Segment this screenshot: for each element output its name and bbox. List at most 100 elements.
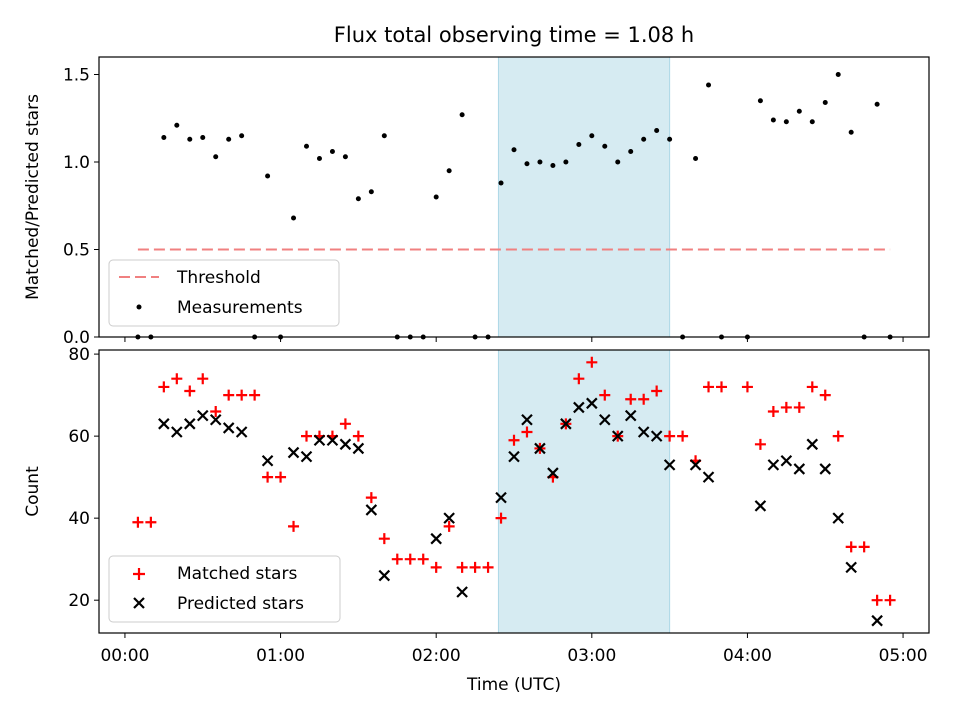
top-y-tick-label: 0.5 xyxy=(63,241,90,261)
predicted-star-point xyxy=(845,561,857,574)
measurement-point xyxy=(174,122,180,128)
x-tick-label: 04:00 xyxy=(723,646,772,666)
predicted-star-point xyxy=(650,430,663,442)
measurement-point xyxy=(213,154,219,160)
bottom-y-tick-label: 20 xyxy=(68,591,90,611)
predicted-star-point xyxy=(261,454,274,467)
matched-star-point xyxy=(716,381,727,393)
measurement-point xyxy=(693,156,699,161)
matched-star-point xyxy=(586,356,598,368)
top-y-tick-label: 0.0 xyxy=(63,328,90,348)
measurement-point xyxy=(615,159,621,165)
measurement-point xyxy=(433,194,439,200)
predicted-star-point xyxy=(754,500,767,512)
measurement-point xyxy=(304,143,309,149)
bottom-y-tick-label: 40 xyxy=(68,509,90,529)
chart-title: Flux total observing time = 1.08 h xyxy=(334,23,694,47)
x-tick-label: 05:00 xyxy=(879,646,928,666)
measurement-point xyxy=(641,136,647,142)
matched-star-point xyxy=(573,373,585,385)
matched-star-point xyxy=(456,561,468,573)
predicted-star-point xyxy=(767,459,780,471)
predicted-star-point xyxy=(806,438,819,451)
measurement-point xyxy=(291,215,297,221)
matched-star-point xyxy=(832,430,844,442)
measurement-point xyxy=(602,143,608,149)
matched-star-point xyxy=(845,541,857,553)
predicted-star-point xyxy=(702,471,715,483)
matched-star-point xyxy=(780,401,792,413)
predicted-star-point xyxy=(611,430,624,442)
matched-star-point xyxy=(391,553,403,565)
matched-star-point xyxy=(430,561,442,573)
predicted-star-point xyxy=(222,422,235,434)
top-axes-frame xyxy=(98,56,930,338)
matched-stars-legend-label: Matched stars xyxy=(177,564,297,584)
matched-star-point xyxy=(404,553,416,565)
measurement-point xyxy=(459,112,465,118)
matched-star-point xyxy=(703,381,715,393)
matched-star-point xyxy=(378,533,390,545)
measurement-point xyxy=(226,136,232,142)
matched-star-point xyxy=(806,381,818,393)
top-y-tick-label: 1.5 xyxy=(63,66,90,86)
predicted-star-point xyxy=(689,459,702,471)
measurement-point xyxy=(809,119,815,125)
measurement-point xyxy=(329,149,335,154)
top-y-axis-label: Matched/Predicted stars xyxy=(23,94,43,300)
measurement-point xyxy=(200,135,206,140)
measurement-point xyxy=(770,117,776,123)
predicted-star-point xyxy=(521,413,533,426)
predicted-star-point xyxy=(287,446,300,459)
predicted-stars-legend-label: Predicted stars xyxy=(177,594,304,614)
predicted-star-point xyxy=(430,532,442,545)
matched-star-point xyxy=(171,373,183,385)
measurement-point xyxy=(796,108,802,114)
bottom-x-ticks: 00:00 01:00 02:00 03:00 04:00 05:00 xyxy=(100,633,928,666)
measurement-point xyxy=(576,142,582,147)
matched-star-point xyxy=(625,393,637,405)
predicted-star-point xyxy=(871,614,883,627)
predicted-star-point xyxy=(209,413,222,426)
predicted-star-point xyxy=(184,418,196,430)
measurement-point xyxy=(187,136,193,142)
bottom-panel: 00:00 01:00 02:00 03:00 04:00 05:00 20406080 … xyxy=(23,345,930,695)
matched-star-point xyxy=(858,541,870,553)
matched-star-point xyxy=(262,471,274,483)
matched-star-point xyxy=(275,471,287,483)
predicted-star-point xyxy=(560,418,572,430)
measurement-point xyxy=(874,101,880,107)
matched-star-point xyxy=(677,430,689,442)
matched-star-point xyxy=(638,393,650,405)
predicted-stars-points xyxy=(158,397,883,627)
x-tick-label: 01:00 xyxy=(256,646,305,666)
matched-star-point xyxy=(741,381,753,393)
measurement-point xyxy=(368,189,374,195)
predicted-star-point xyxy=(352,442,365,455)
measurement-point xyxy=(381,133,387,139)
x-tick-label: 00:00 xyxy=(100,646,149,666)
matched-star-point xyxy=(599,389,611,401)
predicted-star-point xyxy=(378,569,391,582)
predicted-star-point xyxy=(235,426,248,438)
matched-star-point xyxy=(469,561,481,573)
bottom-axes-frame xyxy=(98,349,930,634)
bottom-y-tick-label: 60 xyxy=(68,427,90,447)
predicted-star-point xyxy=(819,463,832,475)
measurement-point xyxy=(537,159,543,165)
predicted-star-point xyxy=(171,426,183,438)
measurement-point xyxy=(757,98,763,104)
bottom-y-ticks: 20 40 60 80 xyxy=(68,345,99,611)
predicted-star-point xyxy=(508,450,520,463)
matched-star-point xyxy=(508,434,520,446)
top-shaded-span xyxy=(497,56,671,338)
predicted-star-point xyxy=(624,409,637,422)
matched-star-point xyxy=(301,430,312,442)
measurement-point xyxy=(628,149,634,154)
predicted-star-point xyxy=(534,442,546,455)
measurement-point xyxy=(342,154,348,160)
measurement-point xyxy=(524,161,530,167)
predicted-stars-legend-swatch xyxy=(133,597,145,609)
threshold-legend-label: Threshold xyxy=(176,268,261,288)
bottom-shaded-span xyxy=(497,349,671,634)
